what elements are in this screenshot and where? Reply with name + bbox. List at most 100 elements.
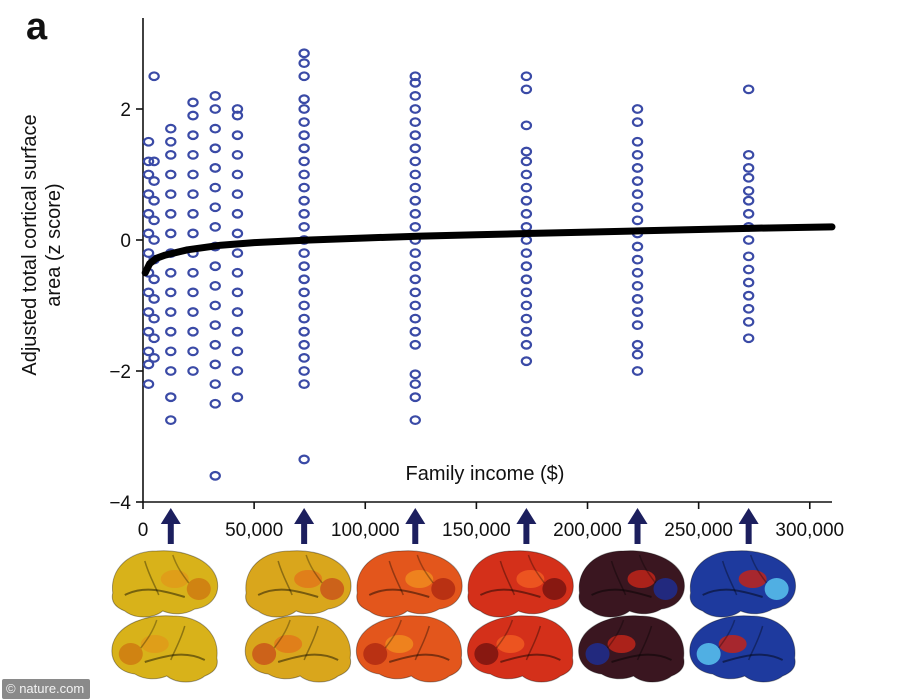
income-arrows [160, 508, 759, 544]
x-tick-label: 50,000 [225, 520, 283, 541]
data-point [142, 248, 155, 259]
data-point [409, 143, 421, 154]
brain-sulcus [414, 625, 430, 661]
brain-sulcus [500, 653, 561, 663]
data-point [209, 398, 221, 409]
brain-sulcus [718, 619, 736, 649]
data-point [231, 307, 244, 317]
brain-sulcus [140, 619, 158, 649]
data-point [187, 366, 199, 376]
data-point [231, 104, 244, 114]
data-point [231, 228, 244, 239]
data-point [142, 326, 155, 337]
data-point [631, 149, 644, 160]
data-point [165, 366, 177, 376]
data-point [298, 117, 310, 127]
data-point [142, 359, 155, 370]
data-point [298, 182, 310, 193]
data-point [165, 149, 177, 160]
brain-map [355, 615, 463, 683]
brain-sulcus [273, 619, 291, 649]
brain-sulcus [170, 625, 186, 661]
data-point [520, 169, 533, 180]
brain-hotspot [320, 578, 345, 600]
panel-label: a [26, 6, 48, 48]
data-point [209, 202, 221, 213]
data-point [409, 169, 421, 180]
data-point [231, 392, 244, 403]
brain-hotspot [363, 643, 388, 665]
data-point [142, 307, 155, 317]
data-point [298, 313, 310, 324]
data-point [165, 228, 177, 239]
up-arrow-icon [516, 508, 537, 544]
brain-hotspot [496, 635, 525, 653]
data-point [742, 251, 755, 262]
up-arrow-icon [738, 508, 759, 544]
brain-sulcus [495, 619, 514, 649]
data-point [520, 146, 533, 157]
arrow-shaft [412, 522, 419, 544]
data-point [298, 379, 310, 390]
data-point [742, 316, 755, 327]
brain-sulcus [388, 560, 404, 596]
data-point [142, 136, 155, 147]
data-point [298, 353, 310, 363]
data-point [409, 392, 421, 403]
data-point [742, 208, 755, 219]
data-point [742, 172, 755, 183]
data-point [520, 261, 533, 272]
data-point [520, 339, 533, 350]
brain-map [689, 550, 797, 618]
data-point [298, 208, 310, 219]
brain-sulcus [722, 653, 784, 663]
data-point [187, 228, 199, 239]
data-point [520, 208, 533, 219]
x-tick-label: 250,000 [664, 520, 733, 541]
brain-map [245, 550, 352, 618]
data-point [231, 248, 244, 259]
data-point [209, 143, 221, 154]
data-point [742, 264, 755, 275]
data-point [520, 221, 533, 232]
data-point [742, 163, 755, 173]
brain-hotspot [274, 635, 303, 653]
data-point [409, 369, 421, 380]
data-point [231, 267, 244, 278]
data-point [631, 267, 644, 278]
brain-hotspot [607, 635, 636, 653]
data-point [187, 287, 199, 298]
data-point [187, 208, 199, 219]
data-point [409, 339, 421, 350]
brain-sulcus [144, 653, 206, 663]
brain-hotspot [140, 635, 169, 653]
x-tick-label: 150,000 [442, 520, 511, 541]
data-point [209, 470, 221, 481]
brain-hotspot [118, 643, 143, 665]
data-point [520, 313, 533, 324]
brain-sulcus [388, 653, 450, 663]
data-point [298, 221, 310, 232]
data-point [142, 156, 155, 167]
brain-hotspot [186, 578, 211, 600]
data-point [409, 156, 421, 167]
brain-hotspot [696, 643, 721, 665]
brain-hotspot [252, 643, 277, 665]
brain-maps [111, 550, 797, 683]
brain-sulcus [610, 560, 627, 596]
data-point [631, 189, 644, 200]
arrow-head [627, 508, 648, 524]
brain-sulcus [416, 554, 434, 584]
data-point [298, 94, 310, 105]
data-point [298, 156, 310, 167]
brain-sulcus [172, 554, 190, 584]
data-point [298, 339, 310, 350]
arrow-shaft [167, 522, 174, 544]
watermark: © nature.com [2, 679, 91, 699]
data-point [298, 274, 310, 285]
y-tick-label: 2 [120, 100, 131, 121]
data-point [148, 176, 160, 186]
brain-hotspot [585, 643, 610, 665]
data-point [631, 294, 644, 304]
data-point [142, 346, 155, 357]
